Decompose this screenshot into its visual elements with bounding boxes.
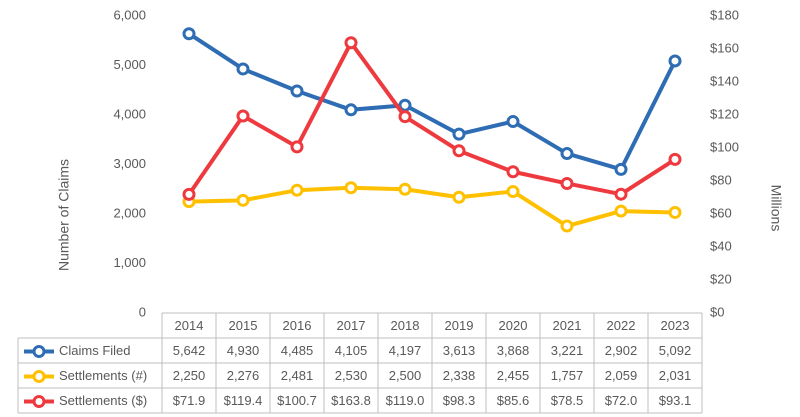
y-tick-label: 6,000 <box>113 7 146 22</box>
data-point <box>560 219 574 233</box>
x-tick-label: 2014 <box>175 318 204 333</box>
table-value: 2,500 <box>389 368 422 383</box>
data-point <box>614 204 628 218</box>
x-tick-label: 2018 <box>391 318 420 333</box>
data-point <box>614 162 628 176</box>
table-value: $98.3 <box>443 393 476 408</box>
y2-tick-label: $180 <box>710 7 739 22</box>
legend-key <box>32 370 46 383</box>
x-tick-label: 2017 <box>337 318 366 333</box>
table-value: 1,757 <box>551 368 584 383</box>
x-tick-label: 2016 <box>283 318 312 333</box>
data-point <box>668 54 682 68</box>
y2-tick-label: $20 <box>710 271 732 286</box>
data-point <box>452 144 466 158</box>
data-point <box>290 140 304 154</box>
table-value: 3,613 <box>443 343 476 358</box>
y2-axis-label: Millions <box>768 185 784 232</box>
data-point <box>236 109 250 123</box>
legend-key <box>32 395 46 408</box>
data-point <box>668 205 682 219</box>
data-point <box>344 103 358 117</box>
data-point <box>614 187 628 201</box>
table-value: $78.5 <box>551 393 584 408</box>
table-value: 4,105 <box>335 343 368 358</box>
table-value: $100.7 <box>277 393 317 408</box>
y2-tick-label: $100 <box>710 139 739 154</box>
y2-tick-label: $120 <box>710 106 739 121</box>
table-value: 3,221 <box>551 343 584 358</box>
data-point <box>560 147 574 161</box>
data-point <box>506 115 520 129</box>
y2-tick-label: $0 <box>710 304 724 319</box>
y-tick-label: 4,000 <box>113 106 146 121</box>
table-value: 5,642 <box>173 343 206 358</box>
x-tick-label: 2019 <box>445 318 474 333</box>
table-value: $119.4 <box>224 393 263 408</box>
table-value: 4,485 <box>281 343 314 358</box>
data-point <box>182 187 196 201</box>
table-value: $72.0 <box>605 393 638 408</box>
data-point <box>290 183 304 197</box>
table-value: $85.6 <box>497 393 530 408</box>
y-tick-label: 1,000 <box>113 255 146 270</box>
y2-tick-label: $140 <box>710 73 739 88</box>
x-tick-label: 2015 <box>229 318 258 333</box>
data-point <box>398 182 412 196</box>
table-value: 2,455 <box>497 368 530 383</box>
table-value: 2,902 <box>605 343 638 358</box>
y-tick-label: 0 <box>139 304 146 319</box>
table-value: 2,338 <box>443 368 476 383</box>
data-point <box>344 36 358 50</box>
table-value: $119.0 <box>386 393 425 408</box>
table-value: 2,481 <box>281 368 314 383</box>
series-line <box>187 40 677 197</box>
data-point <box>398 110 412 124</box>
legend-label: Claims Filed <box>59 343 131 358</box>
table-value: 4,197 <box>389 343 422 358</box>
data-point <box>452 127 466 141</box>
data-point <box>290 84 304 98</box>
x-tick-label: 2021 <box>553 318 582 333</box>
legend-key <box>32 345 46 358</box>
x-tick-label: 2020 <box>499 318 528 333</box>
x-tick-label: 2022 <box>607 318 636 333</box>
table-value: $71.9 <box>173 393 206 408</box>
table-value: 2,250 <box>173 368 206 383</box>
data-point <box>668 152 682 166</box>
table-value: 3,868 <box>497 343 530 358</box>
table-value: 2,530 <box>335 368 368 383</box>
y2-tick-label: $40 <box>710 238 732 253</box>
x-tick-label: 2023 <box>661 318 690 333</box>
y-tick-label: 3,000 <box>113 156 146 171</box>
data-point <box>506 184 520 198</box>
data-point <box>182 27 196 41</box>
table-value: $163.8 <box>331 393 371 408</box>
data-point <box>452 190 466 204</box>
table-value: 2,031 <box>659 368 692 383</box>
y2-tick-label: $160 <box>710 40 739 55</box>
legend-label: Settlements ($) <box>59 393 147 408</box>
y2-tick-label: $60 <box>710 205 732 220</box>
y-axis-label: Number of Claims <box>56 159 72 271</box>
table-value: $93.1 <box>659 393 692 408</box>
table-value: 5,092 <box>659 343 692 358</box>
data-point <box>344 181 358 195</box>
data-point <box>236 62 250 76</box>
y-tick-label: 2,000 <box>113 205 146 220</box>
table-value: 4,930 <box>227 343 260 358</box>
data-point <box>560 176 574 190</box>
legend-label: Settlements (#) <box>59 368 147 383</box>
data-point <box>506 165 520 179</box>
y-tick-label: 5,000 <box>113 57 146 72</box>
series-line <box>188 185 676 229</box>
y2-tick-label: $80 <box>710 172 732 187</box>
table-value: 2,059 <box>605 368 638 383</box>
data-point <box>236 193 250 207</box>
table-value: 2,276 <box>227 368 260 383</box>
series-line <box>187 32 677 172</box>
